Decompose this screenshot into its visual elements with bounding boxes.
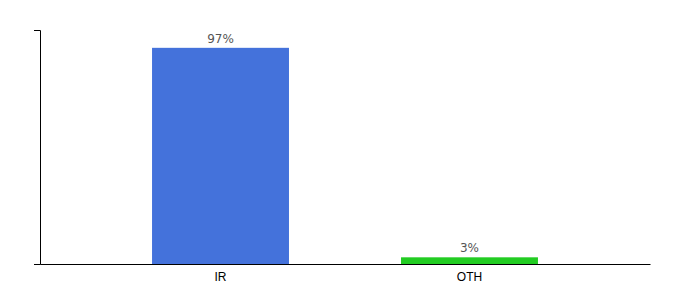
- x-axis-line: [41, 264, 651, 265]
- plot: IR OTH 97% 3%: [34, 31, 651, 284]
- bar: [401, 257, 538, 264]
- y-axis-line: [34, 31, 41, 265]
- x-tick: OTH: [457, 264, 482, 284]
- chart: IR OTH 97% 3%: [0, 0, 680, 300]
- data-label: 97%: [207, 32, 234, 46]
- data-label: 3%: [460, 241, 479, 255]
- x-axis: IR OTH: [41, 264, 651, 284]
- y-axis: [34, 31, 41, 265]
- x-tick: IR: [215, 264, 227, 284]
- x-tick-label: IR: [215, 270, 227, 284]
- data-labels: 97% 3%: [207, 32, 479, 255]
- bars: [152, 48, 538, 264]
- x-tick-label: OTH: [457, 270, 482, 284]
- bar: [152, 48, 289, 264]
